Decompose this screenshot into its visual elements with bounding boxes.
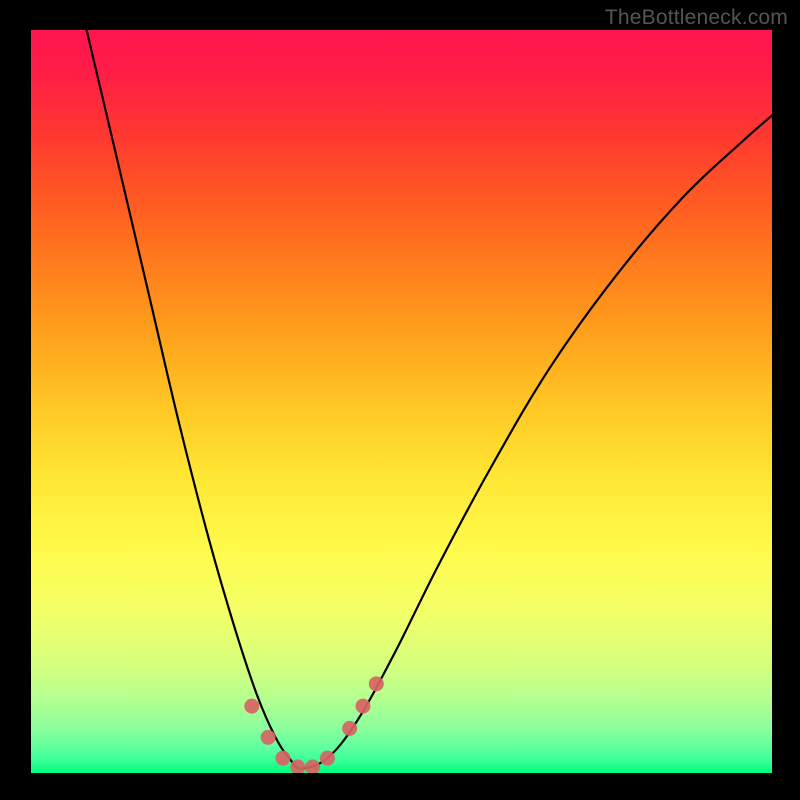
data-marker	[275, 751, 290, 766]
data-marker	[342, 721, 357, 736]
data-marker	[244, 699, 259, 714]
data-marker	[355, 699, 370, 714]
data-marker	[261, 730, 276, 745]
data-marker	[369, 676, 384, 691]
data-marker	[320, 751, 335, 766]
gradient-background	[31, 30, 772, 773]
data-marker	[305, 760, 320, 775]
chart-container: TheBottleneck.com	[0, 0, 800, 800]
watermark-text: TheBottleneck.com	[605, 6, 788, 30]
plot-svg	[0, 0, 800, 800]
data-marker	[290, 760, 305, 775]
